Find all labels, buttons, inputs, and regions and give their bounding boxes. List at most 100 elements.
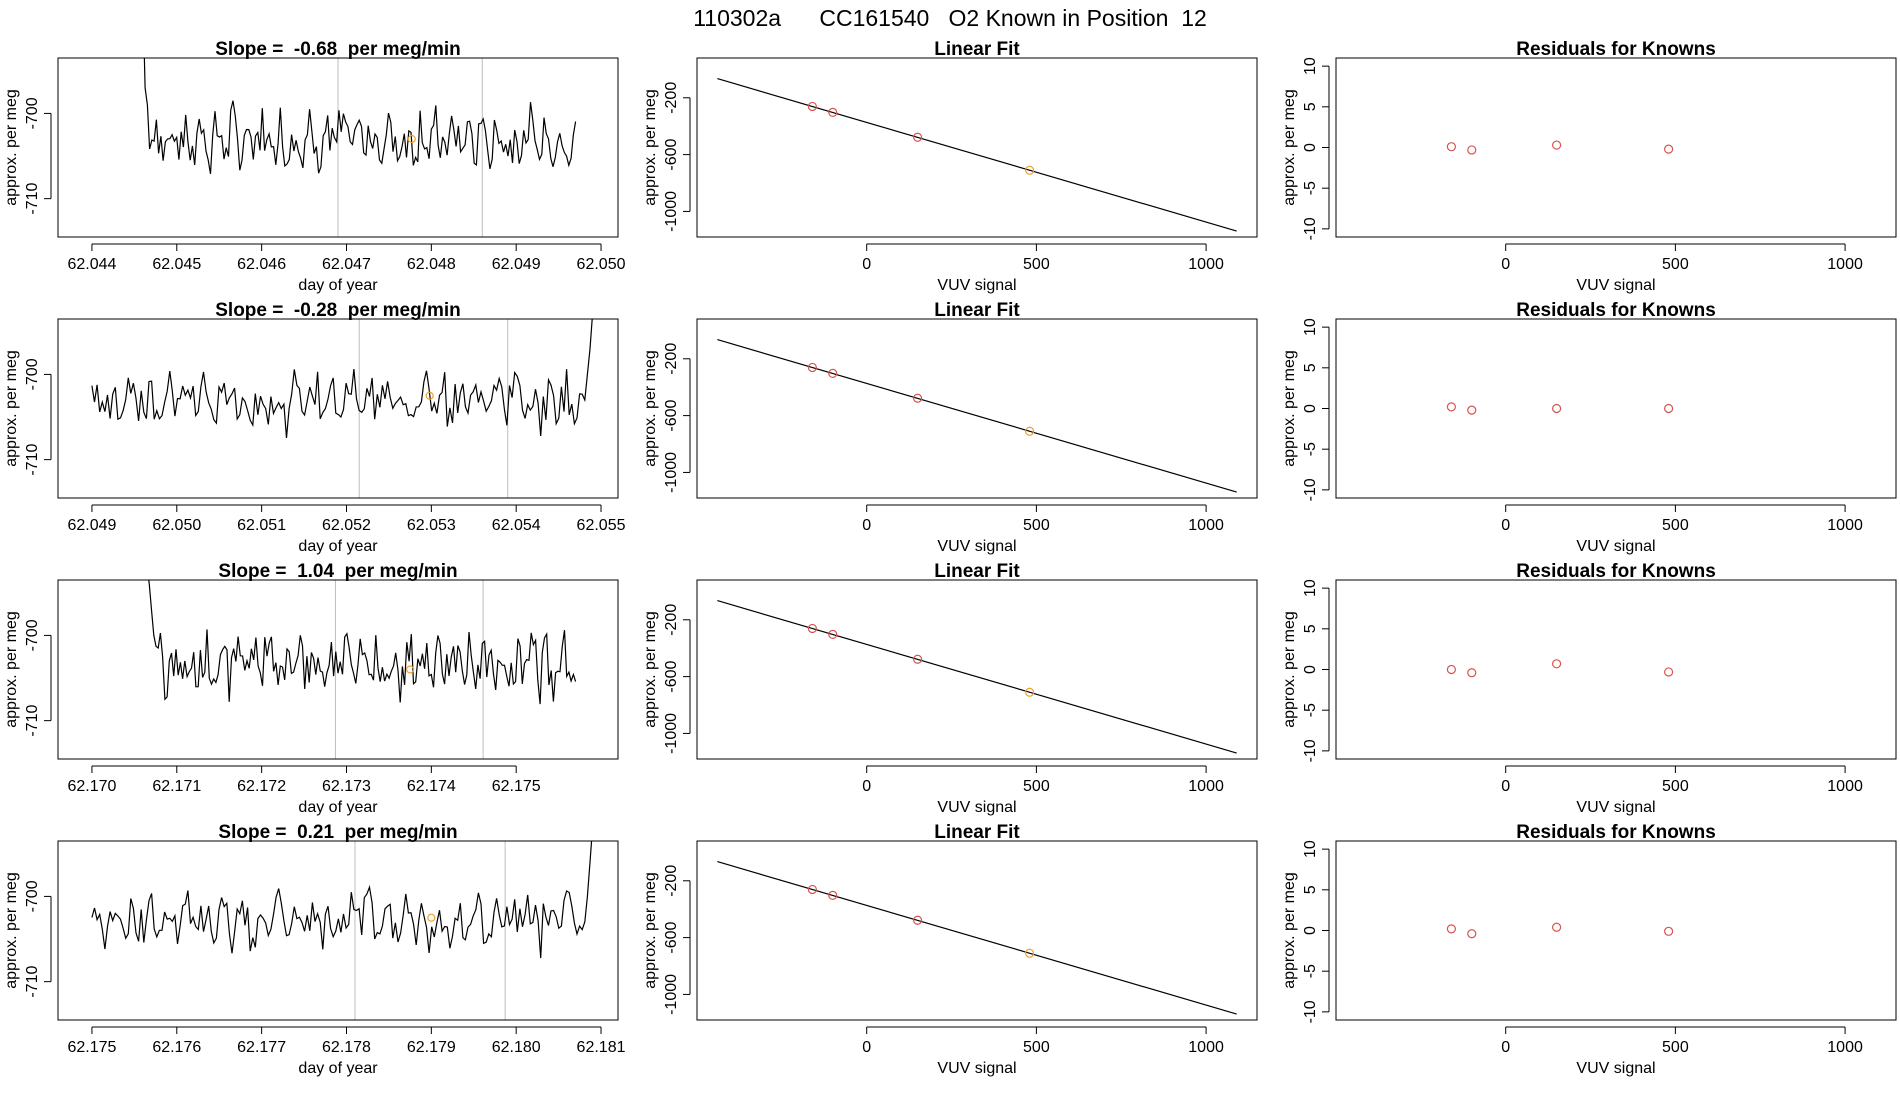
y-axis-label: approx. per meg — [3, 350, 20, 467]
y-tick-label: -10 — [1302, 1000, 1319, 1023]
x-tick-label: 62.049 — [67, 517, 116, 534]
plot-frame — [696, 318, 1258, 499]
y-tick-label: -600 — [663, 138, 680, 170]
data-layer — [1446, 140, 1674, 155]
known-point — [1664, 403, 1674, 414]
timeseries-line — [143, 58, 577, 174]
y-tick-label: 0 — [1302, 404, 1319, 413]
x-tick-label: 0 — [1501, 517, 1510, 534]
x-axis-label: VUV signal — [937, 1060, 1016, 1077]
y-axis-label: approx. per meg — [3, 89, 20, 206]
x-tick-label: 1000 — [1188, 778, 1224, 795]
y-axis-label: approx. per meg — [1281, 89, 1298, 206]
y-tick-label: 10 — [1302, 318, 1319, 336]
y-tick-label: -10 — [1302, 739, 1319, 762]
known-point — [1552, 659, 1562, 669]
x-tick-label: 62.054 — [492, 517, 541, 534]
x-tick-label: 1000 — [1188, 517, 1224, 534]
plot-frame — [1335, 318, 1897, 499]
panel-residuals-3: Residuals for Knowns 0 500 1000 VUV signal 10… — [1281, 822, 1897, 1077]
plot-frame — [57, 318, 619, 499]
panel-fit-1: Linear Fit 0 500 1000 VUV signal -200 -600 -100… — [642, 300, 1258, 555]
x-tick-label: 500 — [1662, 1039, 1689, 1056]
y-tick-label: -710 — [24, 705, 41, 737]
timeseries-line — [148, 580, 577, 705]
known-point — [1467, 929, 1477, 939]
known-point — [913, 654, 923, 664]
fit-line — [717, 600, 1237, 754]
fit-line — [717, 78, 1237, 232]
x-tick-label: 62.053 — [407, 517, 456, 534]
plot-frame — [1335, 57, 1897, 238]
x-tick-label: 0 — [862, 1039, 871, 1056]
known-point — [1467, 145, 1477, 155]
x-axis-label: VUV signal — [1576, 1060, 1655, 1077]
y-tick-label: 5 — [1302, 102, 1319, 111]
fit-line — [717, 861, 1237, 1015]
sample-point — [1025, 948, 1035, 958]
y-tick-label: -1000 — [663, 974, 680, 1015]
y-axis-label: approx. per meg — [1281, 350, 1298, 467]
known-point — [828, 629, 838, 640]
y-axis-label: approx. per meg — [1281, 611, 1298, 728]
y-tick-label: -5 — [1302, 442, 1319, 456]
x-axis-label: VUV signal — [937, 277, 1016, 294]
data-layer — [717, 78, 1237, 232]
x-tick-label: 1000 — [1188, 256, 1224, 273]
x-tick-label: 62.044 — [67, 256, 116, 273]
x-tick-label: 62.180 — [492, 1039, 541, 1056]
x-tick-label: 62.172 — [237, 778, 286, 795]
known-point — [807, 884, 817, 895]
plot-frame — [57, 840, 619, 1021]
x-tick-label: 62.178 — [322, 1039, 371, 1056]
data-layer — [148, 580, 577, 705]
y-tick-label: 10 — [1302, 840, 1319, 858]
panel-title: Slope = -0.68 per meg/min — [215, 39, 461, 60]
x-tick-label: 62.175 — [492, 778, 541, 795]
y-tick-label: -1000 — [663, 713, 680, 754]
x-tick-label: 62.048 — [407, 256, 456, 273]
y-tick-label: 5 — [1302, 885, 1319, 894]
y-tick-label: -5 — [1302, 181, 1319, 195]
x-axis-label: day of year — [298, 277, 378, 294]
known-point — [1446, 402, 1456, 412]
x-axis-label: VUV signal — [1576, 799, 1655, 816]
known-point — [913, 915, 923, 925]
known-point — [1664, 926, 1674, 936]
sample-point — [1025, 426, 1035, 436]
known-point — [1467, 668, 1477, 678]
data-layer — [1446, 659, 1674, 678]
x-tick-label: 0 — [862, 778, 871, 795]
y-tick-label: -700 — [24, 619, 41, 651]
panel-title: Residuals for Knowns — [1516, 300, 1716, 321]
known-point — [828, 890, 838, 901]
y-tick-label: 0 — [1302, 143, 1319, 152]
known-point — [1664, 144, 1674, 154]
x-tick-label: 1000 — [1827, 517, 1863, 534]
x-tick-label: 0 — [1501, 256, 1510, 273]
known-point — [828, 368, 838, 379]
y-tick-label: -700 — [24, 358, 41, 390]
x-tick-label: 62.171 — [152, 778, 201, 795]
x-tick-label: 0 — [1501, 778, 1510, 795]
y-axis-label: approx. per meg — [3, 611, 20, 728]
y-tick-label: -200 — [663, 82, 680, 114]
x-tick-label: 62.179 — [407, 1039, 456, 1056]
plot-frame — [1335, 840, 1897, 1021]
sample-point — [425, 391, 434, 400]
known-point — [913, 132, 923, 142]
panel-title: Linear Fit — [934, 822, 1020, 843]
panel-title: Slope = 1.04 per meg/min — [218, 561, 457, 582]
sample-point — [407, 134, 416, 144]
y-tick-label: -710 — [24, 966, 41, 998]
y-tick-label: 10 — [1302, 57, 1319, 75]
known-point — [1664, 667, 1674, 677]
panel-title: Slope = 0.21 per meg/min — [218, 822, 457, 843]
x-axis-label: day of year — [298, 538, 378, 555]
panel-fit-0: Linear Fit 0 500 1000 VUV signal -200 -600 -100… — [642, 39, 1258, 294]
x-tick-label: 62.047 — [322, 256, 371, 273]
y-tick-label: -10 — [1302, 478, 1319, 501]
x-tick-label: 62.055 — [577, 517, 626, 534]
y-tick-label: 0 — [1302, 926, 1319, 935]
x-tick-label: 500 — [1023, 1039, 1050, 1056]
